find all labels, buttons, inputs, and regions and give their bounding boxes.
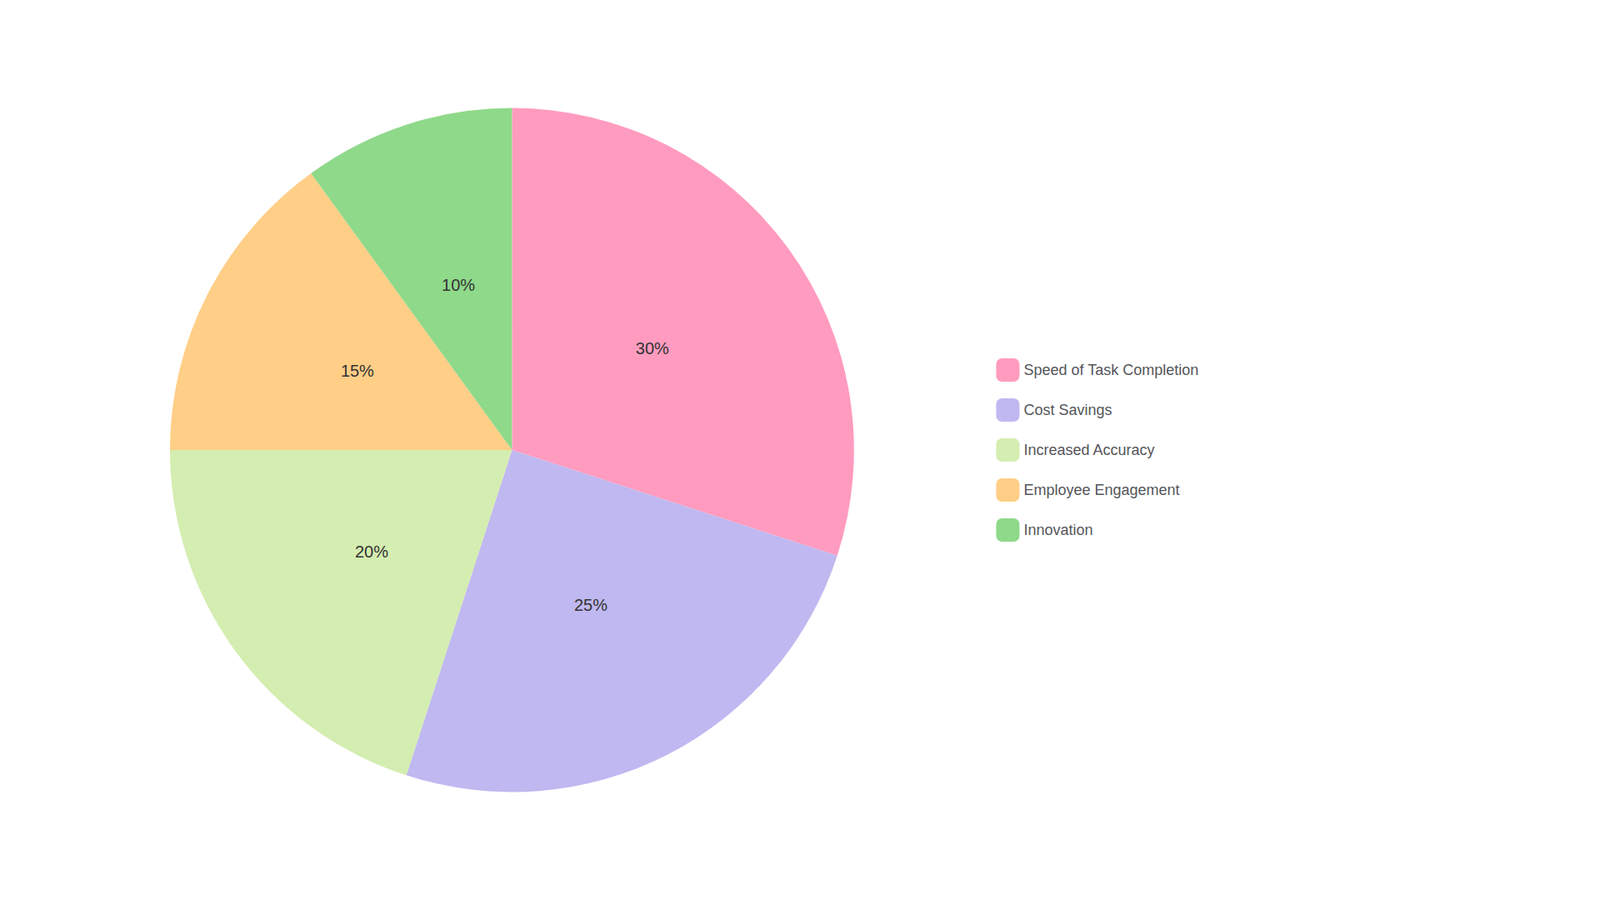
svg-text:Innovation: Innovation (1023, 521, 1093, 539)
svg-text:Employee Engagement: Employee Engagement (1023, 481, 1180, 499)
svg-text:30%: 30% (635, 339, 670, 358)
svg-text:Increased Accuracy: Increased Accuracy (1023, 441, 1155, 459)
svg-text:10%: 10% (441, 275, 475, 295)
svg-text:25%: 25% (574, 595, 608, 615)
svg-text:20%: 20% (355, 542, 389, 561)
svg-text:Cost Savings: Cost Savings (1023, 401, 1112, 419)
svg-text:Speed of Task Completion: Speed of Task Completion (1023, 361, 1199, 379)
svg-text:15%: 15% (340, 361, 375, 380)
